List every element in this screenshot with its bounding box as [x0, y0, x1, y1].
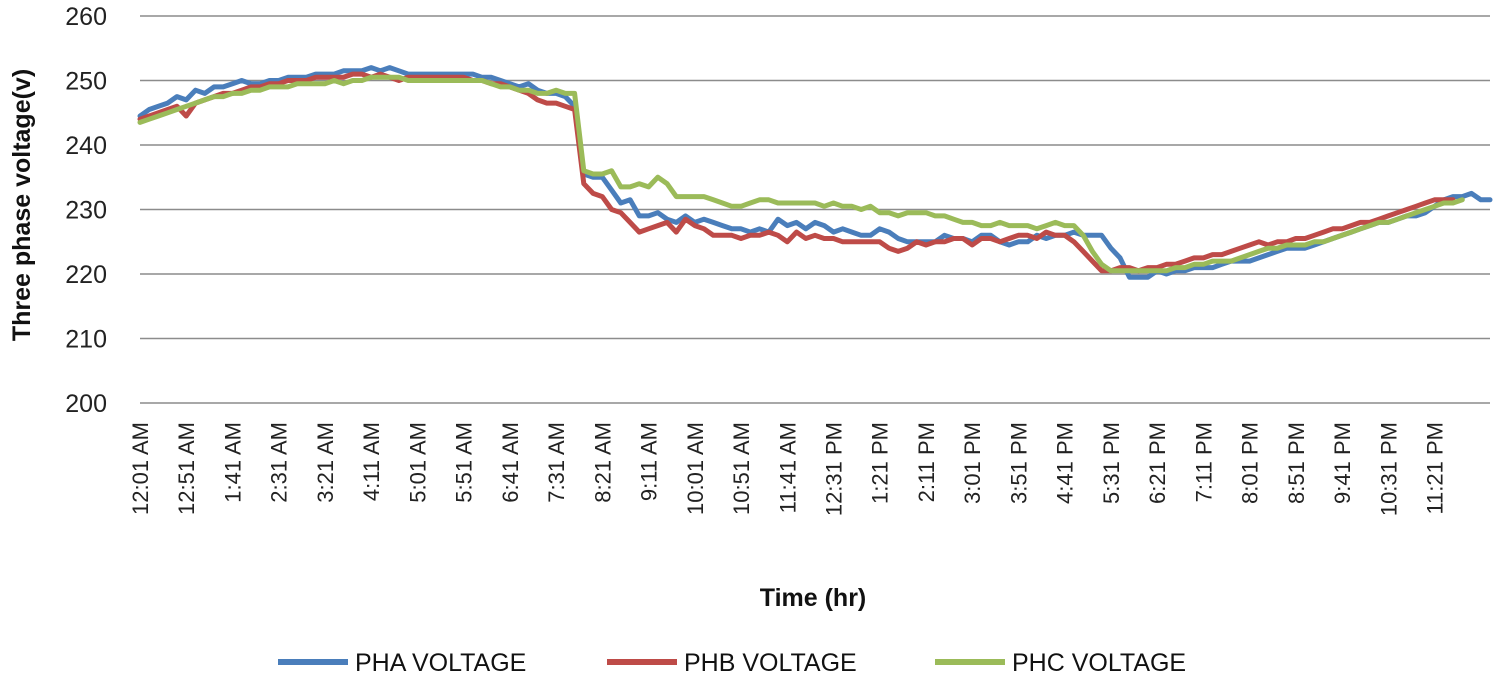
y-axis-title: Three phase voltage(v) [8, 69, 36, 341]
x-axis-ticks: 12:01 AM 12:51 AM 1:41 AM 2:31 AM 3:21 AM 4:1… [128, 422, 1448, 516]
y-tick-label: 210 [65, 326, 107, 354]
x-tick-label: 5:51 AM [452, 422, 477, 503]
gridlines [140, 15, 1490, 404]
y-tick-label: 250 [65, 68, 107, 96]
x-tick-label: 12:51 AM [174, 422, 199, 515]
legend-label: PHB VOLTAGE [684, 649, 857, 677]
series-line-phb-voltage [137, 71, 1456, 274]
y-tick-label: 230 [65, 197, 107, 225]
x-tick-label: 9:11 AM [637, 422, 662, 501]
x-tick-label: 1:21 PM [868, 422, 893, 504]
x-tick-label: 12:01 AM [128, 422, 153, 515]
x-tick-label: 9:41 PM [1330, 422, 1355, 504]
x-tick-label: 4:41 PM [1053, 422, 1078, 504]
series-lines [137, 65, 1493, 280]
y-tick-label: 240 [65, 132, 107, 160]
x-tick-label: 10:31 PM [1376, 422, 1401, 516]
legend-label: PHA VOLTAGE [355, 649, 526, 677]
x-tick-label: 7:31 AM [544, 422, 569, 503]
x-tick-label: 8:21 AM [590, 422, 615, 503]
y-tick-label: 260 [65, 3, 107, 31]
x-tick-label: 2:11 PM [914, 422, 939, 502]
x-tick-label: 10:51 AM [729, 422, 754, 515]
x-tick-label: 6:41 AM [498, 422, 523, 503]
series-line-pha-voltage [137, 65, 1493, 280]
series-line-phc-voltage [137, 74, 1465, 274]
x-tick-label: 8:01 PM [1238, 422, 1263, 504]
x-tick-label: 3:51 PM [1006, 422, 1031, 504]
y-tick-label: 200 [65, 390, 107, 418]
legend: PHA VOLTAGE PHB VOLTAGE PHC VOLTAGE [278, 649, 1186, 677]
x-tick-label: 4:11 AM [359, 422, 384, 501]
y-tick-label: 220 [65, 261, 107, 289]
x-tick-label: 7:11 PM [1191, 422, 1216, 502]
y-axis-ticks: 200 210 220 230 240 250 260 [65, 3, 107, 418]
x-tick-label: 3:21 AM [313, 422, 338, 503]
x-tick-label: 11:41 AM [775, 422, 800, 513]
x-tick-label: 2:31 AM [267, 422, 292, 503]
x-axis-title: Time (hr) [760, 584, 867, 612]
x-tick-label: 3:01 PM [960, 422, 985, 504]
x-tick-label: 8:51 PM [1284, 422, 1309, 504]
x-tick-label: 10:01 AM [683, 422, 708, 515]
x-tick-label: 5:01 AM [405, 422, 430, 503]
x-tick-label: 11:21 PM [1423, 422, 1448, 515]
x-tick-label: 12:31 PM [822, 422, 847, 516]
legend-label: PHC VOLTAGE [1012, 649, 1186, 677]
x-tick-label: 6:21 PM [1145, 422, 1170, 504]
x-tick-label: 1:41 AM [221, 422, 246, 503]
x-tick-label: 5:31 PM [1099, 422, 1124, 504]
